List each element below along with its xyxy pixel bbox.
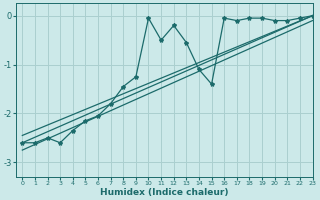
- X-axis label: Humidex (Indice chaleur): Humidex (Indice chaleur): [100, 188, 228, 197]
